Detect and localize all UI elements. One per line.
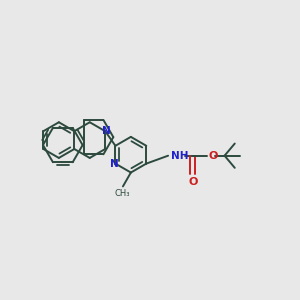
Text: NH: NH xyxy=(171,151,189,161)
Text: N: N xyxy=(102,126,110,136)
Text: CH₃: CH₃ xyxy=(114,189,130,198)
Text: O: O xyxy=(188,178,198,188)
Text: N: N xyxy=(110,159,119,169)
Text: O: O xyxy=(209,151,218,161)
